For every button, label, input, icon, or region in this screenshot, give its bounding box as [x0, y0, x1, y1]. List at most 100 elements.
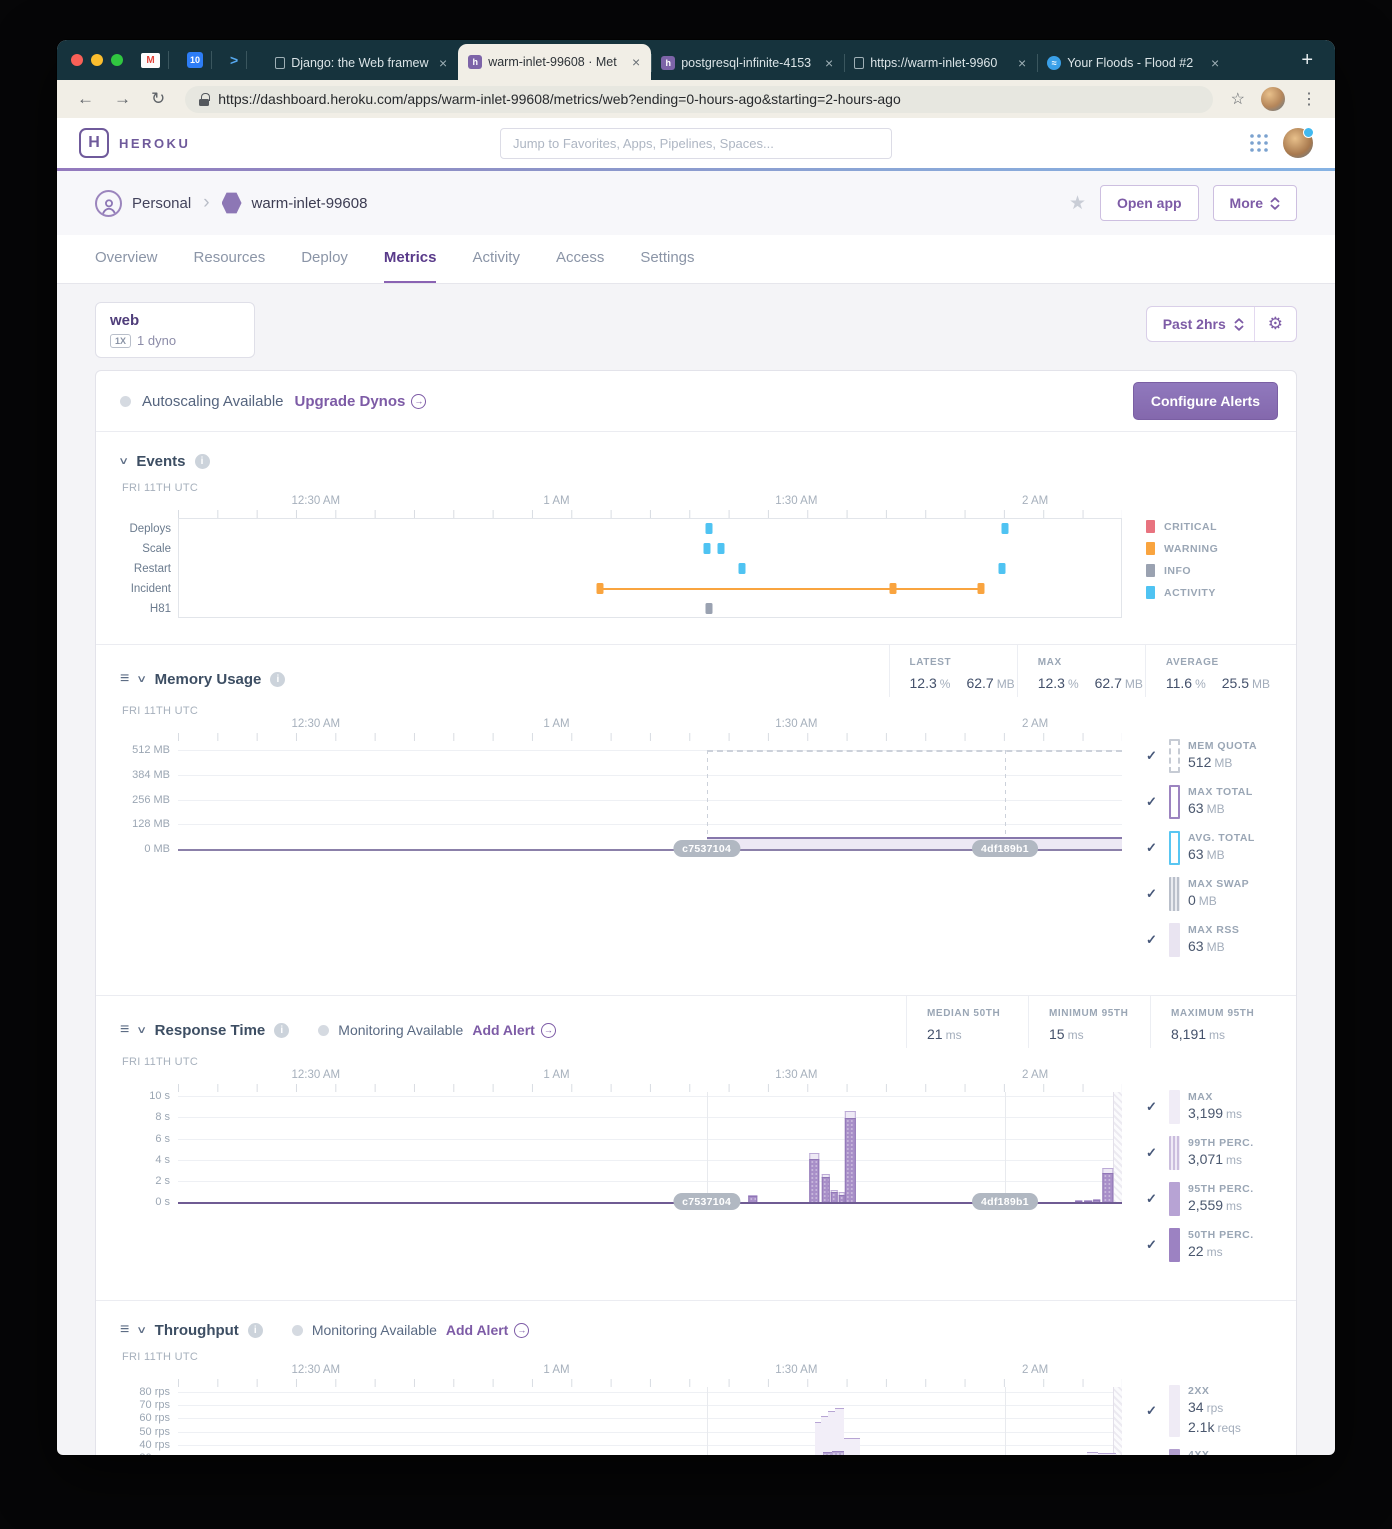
- chevron-down-icon[interactable]: ∨: [136, 673, 148, 685]
- add-alert-link[interactable]: Add Alert →: [446, 1322, 530, 1338]
- legend-text: MAX RSS 63 MB: [1188, 923, 1239, 957]
- arrow-icon[interactable]: >: [230, 52, 239, 68]
- event-marker-warning[interactable]: [889, 583, 897, 594]
- browser-menu-icon[interactable]: ⋮: [1301, 91, 1317, 108]
- event-marker-activity[interactable]: [717, 543, 725, 554]
- event-marker-info[interactable]: [705, 603, 713, 614]
- response-chart-plot[interactable]: 10 s 8 s 6 s 4 s 2 s 0 s c7537104 4df189b1: [149, 1090, 1122, 1210]
- event-marker-warning[interactable]: [596, 583, 604, 594]
- nav-tab-activity[interactable]: Activity: [472, 249, 520, 266]
- breadcrumb-app-name[interactable]: warm-inlet-99608: [251, 194, 368, 212]
- legend-item[interactable]: ✓ AVG. TOTAL 63 MB: [1146, 831, 1272, 865]
- event-marker-warning[interactable]: [977, 583, 985, 594]
- bookmark-star-icon[interactable]: ☆: [1230, 91, 1245, 108]
- event-marker-activity[interactable]: [1001, 523, 1009, 534]
- chevron-down-icon[interactable]: ∨: [136, 1324, 148, 1336]
- legend-swatch-p99: [1169, 1136, 1180, 1170]
- event-marker-activity[interactable]: [703, 543, 711, 554]
- legend-item[interactable]: ✓ MAX SWAP 0 MB: [1146, 877, 1272, 911]
- legend-label: 4XX: [1188, 1449, 1210, 1455]
- check-icon: ✓: [1146, 1191, 1157, 1206]
- nav-tab-deploy[interactable]: Deploy: [301, 249, 348, 266]
- tab-close-icon[interactable]: ×: [1018, 55, 1027, 71]
- legend-item[interactable]: ✓ MAX 3,199 ms: [1146, 1090, 1272, 1124]
- browser-profile-avatar[interactable]: [1261, 87, 1285, 111]
- drag-handle-icon[interactable]: ≡: [120, 1321, 130, 1338]
- drag-handle-icon[interactable]: ≡: [120, 670, 130, 687]
- url-bar[interactable]: https://dashboard.heroku.com/apps/warm-i…: [185, 85, 1213, 113]
- deploy-marker-pill[interactable]: 4df189b1: [971, 1193, 1038, 1210]
- window-zoom-button[interactable]: [111, 54, 123, 66]
- forward-button[interactable]: →: [114, 89, 131, 108]
- gear-icon[interactable]: ⚙: [1267, 314, 1283, 333]
- app-switcher-grid-icon[interactable]: [1249, 133, 1269, 153]
- configure-alerts-button[interactable]: Configure Alerts: [1132, 382, 1278, 420]
- legend-item[interactable]: ✓ MAX RSS 63 MB: [1146, 923, 1272, 957]
- deploy-marker-pill[interactable]: c7537104: [673, 1193, 741, 1210]
- legend-item[interactable]: ✓ 2XX 34 rps 2.1k reqs: [1146, 1385, 1272, 1437]
- heroku-brand[interactable]: HEROKU: [119, 135, 191, 151]
- upgrade-dynos-link[interactable]: Upgrade Dynos →: [295, 393, 427, 410]
- memory-stats: LATEST 12.3% 62.7 MB MAX 12.3% 62.7 MB AVERAGE 11…: [888, 645, 1272, 697]
- back-button[interactable]: ←: [77, 89, 94, 108]
- browser-tab[interactable]: https://warm-inlet-9960 ×: [844, 46, 1037, 80]
- event-marker-activity[interactable]: [998, 563, 1006, 574]
- tab-close-icon[interactable]: ×: [825, 55, 834, 71]
- browser-tab[interactable]: h warm-inlet-99608 · Met ×: [458, 44, 652, 80]
- deploy-vline: [1004, 749, 1006, 849]
- chevron-down-icon[interactable]: ∨: [118, 455, 130, 467]
- nav-tab-overview[interactable]: Overview: [95, 249, 158, 266]
- breadcrumb-account[interactable]: Personal: [132, 194, 192, 212]
- tab-close-icon[interactable]: ×: [1211, 55, 1220, 71]
- tab-close-icon[interactable]: ×: [632, 54, 641, 70]
- jump-search-input[interactable]: [500, 127, 892, 159]
- browser-tab[interactable]: Django: the Web framew ×: [265, 46, 458, 80]
- chevron-down-icon[interactable]: ∨: [136, 1024, 148, 1036]
- open-app-button[interactable]: Open app: [1099, 185, 1199, 221]
- events-chart-plot[interactable]: Deploys Scale Restart Incident H81: [129, 518, 1122, 618]
- reload-button[interactable]: ↻: [151, 89, 166, 108]
- favorite-star-icon[interactable]: ★: [1068, 192, 1086, 214]
- deploy-marker-pill[interactable]: c7537104: [673, 840, 741, 857]
- deploy-marker-pill[interactable]: 4df189b1: [971, 840, 1038, 857]
- gmail-icon[interactable]: M: [141, 52, 160, 68]
- time-range-dropdown[interactable]: Past 2hrs: [1147, 316, 1254, 332]
- memory-chart-plot[interactable]: 512 MB 384 MB 256 MB 128 MB 0 MB c7537104 4df1…: [132, 741, 1122, 857]
- tab-close-icon[interactable]: ×: [439, 55, 448, 71]
- legend-item[interactable]: ✓ MEM QUOTA 512 MB: [1146, 739, 1272, 773]
- browser-tab[interactable]: h postgresql-infinite-4153 ×: [651, 46, 844, 80]
- user-avatar[interactable]: [1283, 127, 1314, 158]
- legend-item[interactable]: ✓ 50TH PERC. 22 ms: [1146, 1228, 1272, 1262]
- calendar-icon[interactable]: 10: [187, 52, 203, 68]
- nav-tab-access[interactable]: Access: [555, 249, 605, 266]
- info-icon[interactable]: i: [274, 1022, 290, 1038]
- account-avatar-icon[interactable]: [95, 189, 122, 217]
- drag-handle-icon[interactable]: ≡: [120, 1021, 130, 1038]
- browser-tab[interactable]: ≈ Your Floods - Flood #2 ×: [1037, 46, 1230, 80]
- legend-item[interactable]: ✓ 95TH PERC. 2,559 ms: [1146, 1182, 1272, 1216]
- nav-tab-metrics[interactable]: Metrics: [383, 249, 437, 283]
- more-button[interactable]: More: [1212, 185, 1297, 221]
- add-alert-link[interactable]: Add Alert →: [472, 1022, 556, 1038]
- window-close-button[interactable]: [71, 54, 83, 66]
- nav-tab-settings[interactable]: Settings: [640, 249, 695, 266]
- legend-item[interactable]: ✓ MAX TOTAL 63 MB: [1146, 785, 1272, 819]
- legend-value-number: 63: [1188, 938, 1204, 954]
- info-icon[interactable]: i: [247, 1322, 263, 1338]
- nav-tab-resources[interactable]: Resources: [193, 249, 266, 266]
- event-marker-activity[interactable]: [738, 563, 746, 574]
- legend-item[interactable]: ✓ 99TH PERC. 3,071 ms: [1146, 1136, 1272, 1170]
- info-icon[interactable]: i: [270, 671, 286, 687]
- heroku-logo-icon[interactable]: H: [79, 128, 109, 158]
- legend-value-unit: ms: [1206, 1245, 1223, 1259]
- window-minimize-button[interactable]: [91, 54, 103, 66]
- new-tab-button[interactable]: +: [1301, 48, 1313, 71]
- info-icon[interactable]: i: [194, 453, 210, 469]
- y-axis-label: 128 MB: [132, 818, 170, 831]
- process-type-card[interactable]: web 1X 1 dyno: [95, 302, 255, 358]
- event-marker-activity[interactable]: [705, 523, 713, 534]
- legend-text: MAX SWAP 0 MB: [1188, 877, 1249, 911]
- legend-item[interactable]: ✓4XX0rps0reqs: [1146, 1449, 1272, 1455]
